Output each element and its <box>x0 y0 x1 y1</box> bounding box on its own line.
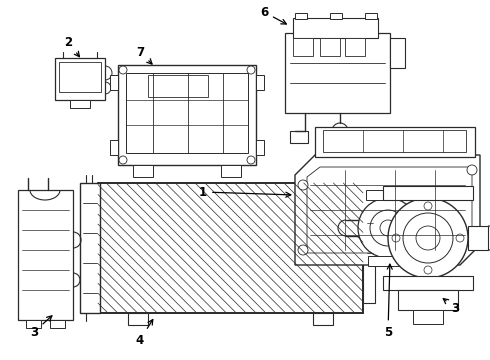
Polygon shape <box>18 190 73 320</box>
Bar <box>366 190 410 200</box>
Bar <box>98 183 363 313</box>
Bar <box>330 13 342 19</box>
Bar <box>293 18 378 38</box>
Circle shape <box>403 213 453 263</box>
Circle shape <box>392 234 400 242</box>
Bar <box>110 75 118 90</box>
Circle shape <box>247 156 255 164</box>
Circle shape <box>380 220 396 236</box>
Bar <box>118 65 256 165</box>
Bar <box>126 73 248 153</box>
Bar <box>110 140 118 155</box>
Text: 6: 6 <box>260 5 286 24</box>
Bar <box>320 38 340 56</box>
Text: 3: 3 <box>443 298 459 315</box>
Bar <box>221 165 241 177</box>
Bar <box>290 131 308 143</box>
Circle shape <box>424 266 432 274</box>
Bar <box>313 313 333 325</box>
Bar <box>383 186 473 200</box>
Bar <box>293 38 313 56</box>
Circle shape <box>358 198 418 258</box>
Bar <box>50 320 65 328</box>
Bar <box>70 100 90 108</box>
Circle shape <box>388 198 468 278</box>
Bar <box>59 62 101 92</box>
Circle shape <box>119 66 127 74</box>
Bar <box>148 75 208 97</box>
Circle shape <box>424 202 432 210</box>
Bar <box>413 310 443 324</box>
Circle shape <box>119 156 127 164</box>
Circle shape <box>298 245 308 255</box>
Circle shape <box>370 210 406 246</box>
Circle shape <box>467 165 477 175</box>
Bar <box>128 313 148 325</box>
Polygon shape <box>295 155 480 265</box>
Bar <box>80 183 100 313</box>
Bar <box>368 256 408 266</box>
Bar <box>256 75 264 90</box>
Bar <box>98 183 363 313</box>
Bar <box>256 140 264 155</box>
Bar <box>363 193 375 303</box>
Bar <box>398 290 458 310</box>
Text: 7: 7 <box>136 45 152 64</box>
Bar <box>468 226 488 250</box>
Bar <box>345 38 365 56</box>
Text: 2: 2 <box>64 36 79 57</box>
Bar <box>383 276 473 290</box>
Circle shape <box>467 235 477 245</box>
Circle shape <box>456 234 464 242</box>
Text: 4: 4 <box>136 320 153 346</box>
Text: 3: 3 <box>30 316 52 338</box>
Bar <box>365 13 377 19</box>
Bar <box>315 127 475 157</box>
Text: 1: 1 <box>199 185 291 198</box>
Text: 5: 5 <box>384 264 392 338</box>
Bar <box>133 165 153 177</box>
Bar <box>26 320 41 328</box>
Bar <box>323 130 466 152</box>
Bar <box>390 38 405 68</box>
Bar <box>295 13 307 19</box>
Bar <box>285 33 390 113</box>
Circle shape <box>416 226 440 250</box>
Circle shape <box>298 180 308 190</box>
Polygon shape <box>307 167 472 253</box>
Bar <box>55 58 105 100</box>
Circle shape <box>247 66 255 74</box>
